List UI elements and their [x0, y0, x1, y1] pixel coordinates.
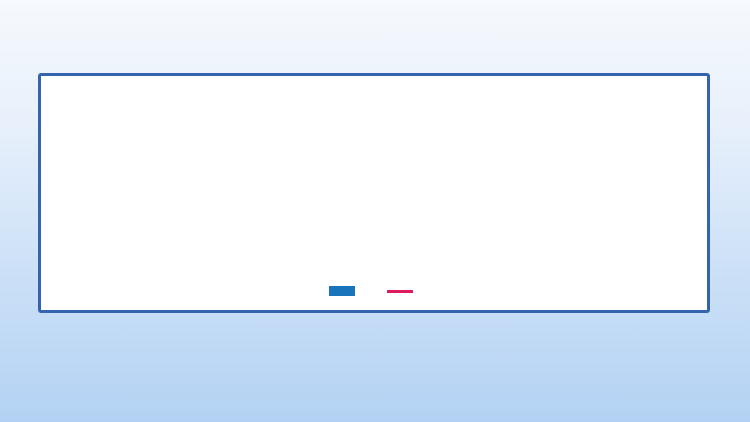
legend-item-line: [387, 289, 419, 293]
combo-chart-svg: [41, 76, 707, 284]
line-series-swatch-icon: [387, 289, 413, 293]
chart-panel: [38, 73, 710, 313]
bar-series-swatch-icon: [329, 286, 355, 296]
legend-item-bars: [329, 286, 361, 296]
chart-legend: [41, 286, 707, 296]
